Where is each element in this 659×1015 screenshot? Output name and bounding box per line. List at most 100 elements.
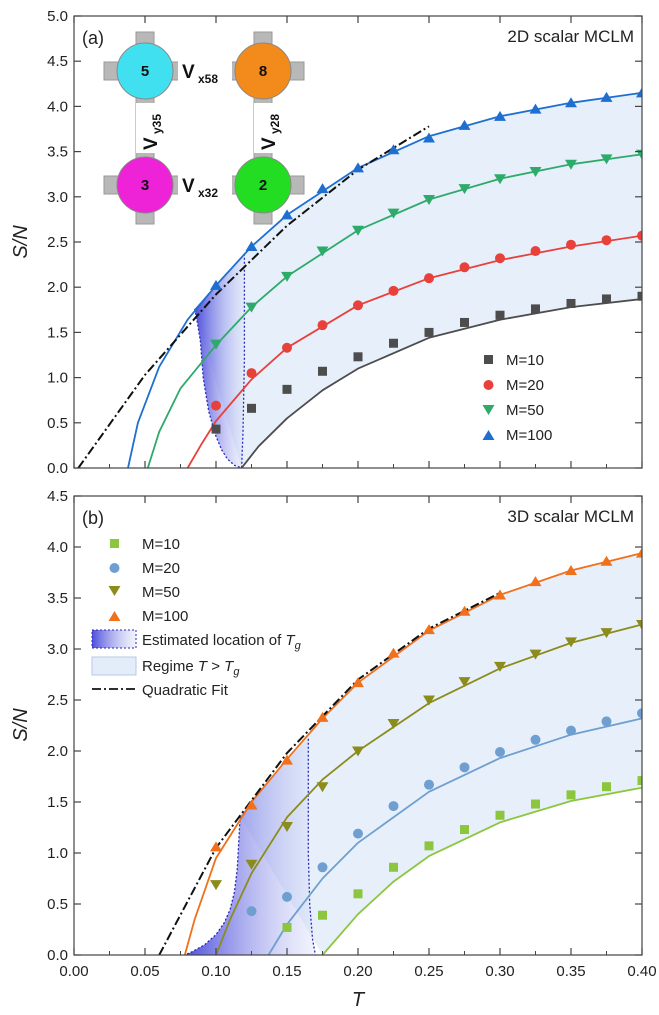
fit-curve-b-M20 <box>267 717 642 955</box>
data-point-a-m10-12 <box>637 291 642 301</box>
data-point-a-m100-1 <box>245 241 258 252</box>
site-2-label: 2 <box>259 177 267 194</box>
coupling-x32: V x32 <box>178 172 232 200</box>
data-point-b-m50-0 <box>210 880 222 891</box>
data-point-b-m10-8 <box>566 790 576 800</box>
data-point-a-m50-9 <box>529 166 542 177</box>
data-point-a-m10-4 <box>353 352 363 362</box>
data-point-a-m10-2 <box>282 384 292 394</box>
y-tick-label-b-0: 0.0 <box>47 947 68 964</box>
legend-b-regime-swatch <box>91 656 137 676</box>
data-point-b-m10-3 <box>389 862 398 872</box>
legend-a-m50: M=50 <box>482 402 544 419</box>
x-tick-label-0: 0.00 <box>59 963 88 980</box>
site-5-circle <box>116 42 174 100</box>
coupling-x58-symbol: V <box>182 62 195 83</box>
coupling-y28-subscript: y28 <box>268 114 282 134</box>
data-point-b-m100-9 <box>529 576 542 587</box>
y-tick-label-b-9: 4.5 <box>47 488 68 505</box>
data-point-b-m20-11 <box>637 708 642 719</box>
legend-b-m20: M=20 <box>109 560 180 577</box>
site-2: 2 <box>234 156 292 214</box>
legend-b-tg-text: Estimated location of <box>142 632 285 649</box>
data-point-b-m10-0 <box>282 922 292 932</box>
tg-polygon-b <box>184 738 316 955</box>
data-point-b-m50-7 <box>458 677 471 688</box>
legend-b-m10-marker <box>110 539 119 548</box>
coupling-y28: V y28 <box>254 103 282 153</box>
y-tick-label-b-8: 4.0 <box>47 539 68 556</box>
data-point-a-m20-11 <box>601 235 612 246</box>
data-point-a-m100-5 <box>387 144 400 155</box>
data-point-a-m50-10 <box>565 159 577 170</box>
legend-b-tg-label: Estimated location of Tg <box>142 632 302 652</box>
data-point-b-m20-0 <box>246 906 257 917</box>
legend-b-tg-var: T <box>285 632 296 649</box>
y-tick-label-a-0: 0.0 <box>47 460 68 477</box>
data-point-b-m100-6 <box>423 624 435 635</box>
data-point-b-m20-2 <box>317 862 328 873</box>
regime-polygon-a <box>194 92 642 468</box>
tg-polygon-a <box>194 253 245 468</box>
data-point-a-m10-6 <box>424 327 434 337</box>
data-point-a-m20-3 <box>317 320 328 331</box>
data-point-a-m50-6 <box>423 195 435 206</box>
y-tick-label-a-8: 4.0 <box>47 98 68 115</box>
x-tick-label-4: 0.20 <box>343 963 372 980</box>
data-point-b-m100-3 <box>316 711 329 722</box>
data-point-b-m20-7 <box>495 747 505 758</box>
coupling-y35: V y35 <box>136 103 164 153</box>
data-point-a-m20-2 <box>282 342 292 353</box>
data-point-b-m50-3 <box>316 782 329 793</box>
legend-a-m20: M=20 <box>483 377 544 394</box>
coupling-x32-subscript: x32 <box>198 186 218 200</box>
data-point-b-m50-4 <box>352 746 364 757</box>
data-point-a-m20-1 <box>246 368 257 379</box>
legend-a-m20-marker <box>483 380 494 390</box>
legend-b-tg-estimate: Estimated location of Tg <box>91 629 302 652</box>
data-point-b-m10-2 <box>353 889 363 899</box>
coupling-x58-subscript: x58 <box>198 72 218 86</box>
data-point-a-m10-11 <box>602 294 611 304</box>
data-point-a-m20-12 <box>637 230 642 241</box>
y-tick-label-b-7: 3.5 <box>47 590 68 607</box>
y-tick-label-a-4: 2.0 <box>47 279 68 296</box>
y-tick-label-a-6: 3.0 <box>47 189 68 206</box>
data-point-a-m10-7 <box>460 317 469 327</box>
coupling-y28-symbol: V <box>259 137 280 150</box>
data-point-a-m50-4 <box>352 225 364 236</box>
data-point-a-m50-12 <box>636 149 642 160</box>
x-axis-label: T <box>352 989 366 1011</box>
data-point-a-m20-4 <box>353 300 363 311</box>
data-point-a-m20-0 <box>211 400 221 411</box>
legend-a-m20-label: M=20 <box>506 377 544 394</box>
coupling-y35-symbol: V <box>141 137 162 150</box>
data-point-a-m20-7 <box>459 262 470 273</box>
legend-a-m50-label: M=50 <box>506 402 544 419</box>
legend-b-m100: M=100 <box>108 608 188 625</box>
legend-b-m20-label: M=20 <box>142 560 180 577</box>
data-point-b-m50-11 <box>600 628 613 639</box>
data-point-a-m10-9 <box>531 304 540 314</box>
data-point-b-m10-5 <box>460 825 469 835</box>
data-point-a-m20-10 <box>566 239 576 250</box>
data-point-a-m10-3 <box>318 366 327 376</box>
ticks-b: 0.00 0.05 0.10 0.15 0.20 0.25 0.30 0.35 0.40 0.0 0… <box>47 488 656 980</box>
data-point-b-m100-7 <box>458 605 471 616</box>
y-tick-label-a-10: 5.0 <box>47 8 68 25</box>
markers-b <box>210 547 642 932</box>
y-tick-label-a-3: 1.5 <box>47 324 68 341</box>
data-point-b-m100-8 <box>494 589 506 600</box>
fit-curve-a-M10 <box>240 298 642 468</box>
legend-b-m50: M=50 <box>108 584 180 601</box>
y-axis-label-a: S/N <box>10 225 32 259</box>
x-tick-label-2: 0.10 <box>201 963 230 980</box>
y-tick-label-b-3: 1.5 <box>47 794 68 811</box>
fit-curve-b-M10 <box>321 786 642 955</box>
data-point-a-m100-12 <box>636 87 642 98</box>
tg-left-boundary-a <box>194 308 242 468</box>
data-point-b-m100-4 <box>352 677 364 688</box>
data-point-a-m100-0 <box>210 279 222 290</box>
tg-left-boundary-b <box>184 816 241 955</box>
